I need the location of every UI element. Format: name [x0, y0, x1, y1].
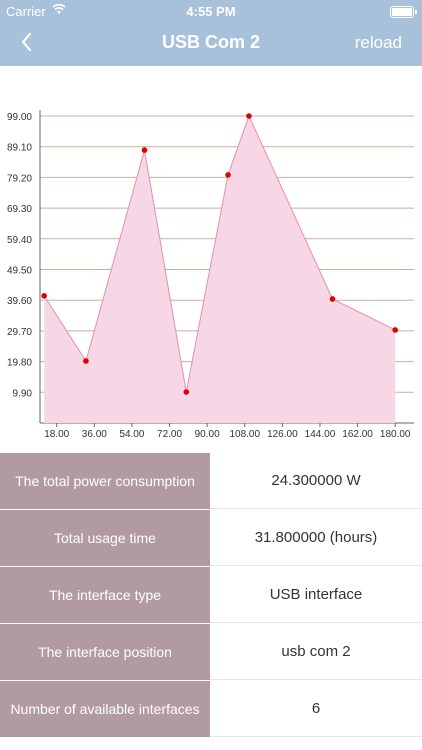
status-bar: Carrier 4:55 PM: [0, 0, 422, 22]
x-tick-label: 72.00: [157, 429, 182, 440]
series-line: [43, 114, 396, 393]
info-table: The total power consumption 24.300000 W …: [0, 452, 422, 737]
data-point: [329, 296, 336, 302]
y-tick-label: 89.10: [7, 143, 32, 154]
x-tick-label: 90.00: [195, 429, 220, 440]
wifi-icon: [52, 4, 66, 14]
page-title: USB Com 2: [161, 32, 260, 52]
y-tick-label: 69.30: [7, 204, 32, 215]
data-point: [225, 172, 231, 178]
data-point: [83, 358, 89, 364]
row-label: Number of available interfaces: [0, 681, 210, 737]
y-tick-label: 79.20: [7, 173, 32, 184]
table-row: Total usage time 31.800000 (hours): [0, 509, 422, 566]
table-row: The interface type USB interface: [0, 566, 422, 623]
row-value: 31.800000 (hours): [210, 510, 422, 566]
x-tick-label: 108.00: [229, 429, 260, 440]
y-tick-label: 59.40: [7, 235, 32, 246]
row-value: USB interface: [210, 567, 422, 623]
x-tick-label: 54.00: [119, 429, 144, 440]
row-label: Total usage time: [0, 510, 210, 566]
y-tick-label: 29.70: [7, 327, 32, 338]
y-tick-label: 9.90: [13, 388, 33, 399]
table-row: Number of available interfaces 6: [0, 680, 422, 737]
x-tick-label: 36.00: [82, 429, 107, 440]
data-point: [183, 389, 190, 395]
y-tick-label: 99.00: [7, 112, 32, 123]
row-label: The total power consumption: [0, 453, 210, 509]
x-tick-label: 144.00: [305, 429, 336, 440]
data-point: [392, 327, 398, 333]
carrier-label: Carrier: [6, 4, 46, 19]
row-label: The interface position: [0, 624, 210, 680]
row-value: usb com 2: [210, 624, 422, 680]
y-tick-label: 49.50: [7, 266, 32, 277]
navigation-bar: Carrier 4:55 PM USB Com 2 reload: [0, 0, 422, 66]
area-chart: 9.90 19.80 29.70 39.60 49.50 59.40 69.30 79.20 8…: [7, 110, 414, 440]
row-label: The interface type: [0, 567, 210, 623]
y-tick-label: 39.60: [7, 296, 32, 307]
y-tick-label: 19.80: [7, 358, 32, 369]
data-point: [141, 147, 148, 153]
x-tick-label: 126.00: [267, 429, 298, 440]
row-value: 6: [210, 681, 422, 737]
chevron-left-icon[interactable]: [14, 28, 42, 56]
table-row: The total power consumption 24.300000 W: [0, 452, 422, 509]
reload-button[interactable]: reload: [354, 33, 402, 52]
battery-icon: [390, 6, 417, 18]
row-value: 24.300000 W: [210, 453, 422, 509]
area-fill: [44, 116, 396, 423]
data-point: [41, 293, 47, 299]
data-point: [246, 113, 252, 119]
x-tick-label: 180.00: [380, 429, 411, 440]
x-tick-label: 18.00: [44, 429, 69, 440]
x-tick-label: 162.00: [342, 429, 373, 440]
clock-time: 4:55 PM: [186, 4, 236, 19]
table-row: The interface position usb com 2: [0, 623, 422, 680]
